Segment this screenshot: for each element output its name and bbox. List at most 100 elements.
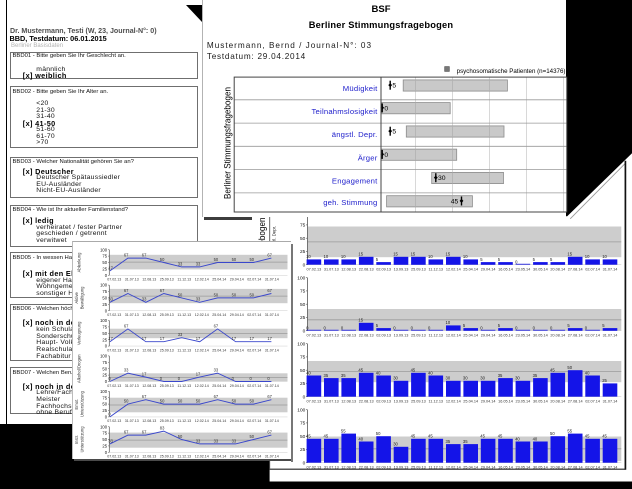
svg-text:30: 30 bbox=[393, 376, 398, 381]
svg-text:100: 100 bbox=[100, 388, 108, 393]
svg-text:50: 50 bbox=[178, 398, 183, 403]
svg-text:50: 50 bbox=[567, 365, 572, 370]
svg-text:30: 30 bbox=[446, 376, 451, 381]
svg-text:13.09.13: 13.09.13 bbox=[394, 399, 409, 403]
svg-text:50: 50 bbox=[250, 398, 255, 403]
svg-text:50: 50 bbox=[300, 236, 306, 242]
svg-text:33: 33 bbox=[108, 296, 113, 301]
svg-text:16.05.14: 16.05.14 bbox=[498, 399, 513, 403]
svg-text:0: 0 bbox=[393, 326, 396, 331]
svg-text:ängstl. Depr.: ängstl. Depr. bbox=[331, 130, 377, 139]
svg-text:25.04.14: 25.04.14 bbox=[212, 419, 226, 423]
svg-text:13.09.13: 13.09.13 bbox=[394, 465, 409, 469]
svg-text:67: 67 bbox=[214, 323, 219, 328]
svg-text:0: 0 bbox=[384, 152, 388, 159]
svg-text:10: 10 bbox=[324, 254, 329, 259]
svg-text:45: 45 bbox=[306, 434, 311, 439]
svg-text:31.07.14: 31.07.14 bbox=[265, 313, 279, 317]
svg-text:33: 33 bbox=[196, 261, 201, 266]
svg-text:31.07.13: 31.07.13 bbox=[125, 383, 139, 387]
svg-text:0: 0 bbox=[267, 375, 270, 380]
svg-text:12.08.13: 12.08.13 bbox=[142, 383, 156, 387]
svg-text:02.09.13: 02.09.13 bbox=[376, 399, 391, 403]
svg-text:0: 0 bbox=[585, 326, 588, 331]
svg-text:02.07.14: 02.07.14 bbox=[247, 383, 261, 387]
svg-text:0: 0 bbox=[303, 460, 306, 466]
svg-text:50: 50 bbox=[124, 398, 129, 403]
svg-text:35: 35 bbox=[324, 373, 329, 378]
svg-text:50: 50 bbox=[300, 302, 306, 308]
svg-text:67: 67 bbox=[124, 323, 129, 328]
svg-text:50: 50 bbox=[102, 401, 107, 406]
svg-text:50: 50 bbox=[102, 437, 107, 442]
svg-text:31.07.14: 31.07.14 bbox=[265, 454, 279, 458]
svg-text:12.02.14: 12.02.14 bbox=[195, 383, 209, 387]
svg-text:31.07.14: 31.07.14 bbox=[603, 465, 618, 469]
svg-text:02.07.14: 02.07.14 bbox=[585, 399, 600, 403]
svg-text:31.07.14: 31.07.14 bbox=[265, 419, 279, 423]
svg-text:0: 0 bbox=[105, 308, 108, 313]
svg-text:25.04.14: 25.04.14 bbox=[212, 454, 226, 458]
svg-text:45: 45 bbox=[358, 368, 363, 373]
svg-text:50: 50 bbox=[160, 398, 165, 403]
svg-text:67: 67 bbox=[124, 252, 129, 257]
svg-text:Unterstützung: Unterstützung bbox=[79, 390, 84, 417]
svg-text:12.02.14: 12.02.14 bbox=[195, 454, 209, 458]
svg-text:100: 100 bbox=[100, 318, 108, 323]
svg-text:33: 33 bbox=[232, 438, 237, 443]
svg-text:75: 75 bbox=[102, 324, 107, 329]
svg-text:07.02.13: 07.02.13 bbox=[307, 399, 322, 403]
svg-text:12.08.13: 12.08.13 bbox=[142, 419, 156, 423]
svg-text:27.08.14: 27.08.14 bbox=[568, 465, 583, 469]
svg-text:31.07.14: 31.07.14 bbox=[603, 267, 618, 271]
svg-text:75: 75 bbox=[102, 289, 107, 294]
svg-text:ängstl. Depr.: ängstl. Depr. bbox=[272, 226, 277, 251]
svg-text:33: 33 bbox=[214, 367, 219, 372]
svg-text:17: 17 bbox=[250, 336, 255, 341]
svg-text:Emot.: Emot. bbox=[74, 398, 79, 409]
svg-text:30.05.14: 30.05.14 bbox=[533, 333, 548, 337]
svg-text:Aktive: Aktive bbox=[74, 291, 79, 303]
svg-text:20.08.14: 20.08.14 bbox=[550, 333, 565, 337]
svg-text:45: 45 bbox=[550, 368, 555, 373]
svg-text:10: 10 bbox=[446, 320, 451, 325]
svg-text:29.04.14: 29.04.14 bbox=[230, 313, 244, 317]
svg-text:30.05.14: 30.05.14 bbox=[533, 465, 548, 469]
svg-text:5: 5 bbox=[602, 323, 605, 328]
svg-text:0: 0 bbox=[160, 375, 163, 380]
svg-text:50: 50 bbox=[160, 256, 165, 261]
svg-text:100: 100 bbox=[100, 353, 108, 358]
svg-text:0: 0 bbox=[341, 326, 344, 331]
svg-text:75: 75 bbox=[300, 355, 306, 361]
svg-text:30.05.14: 30.05.14 bbox=[533, 267, 548, 271]
svg-text:0: 0 bbox=[533, 326, 536, 331]
svg-text:16.05.14: 16.05.14 bbox=[498, 465, 513, 469]
svg-text:31.07.13: 31.07.13 bbox=[125, 348, 139, 352]
svg-text:12.02.14: 12.02.14 bbox=[446, 399, 461, 403]
svg-text:02.07.14: 02.07.14 bbox=[247, 419, 261, 423]
svg-text:25.04.14: 25.04.14 bbox=[212, 383, 226, 387]
svg-text:27.08.14: 27.08.14 bbox=[568, 399, 583, 403]
svg-text:75: 75 bbox=[300, 421, 306, 427]
svg-text:100: 100 bbox=[297, 341, 305, 347]
svg-text:50: 50 bbox=[102, 330, 107, 335]
svg-text:02.07.14: 02.07.14 bbox=[585, 465, 600, 469]
svg-text:67: 67 bbox=[214, 394, 219, 399]
svg-text:Bewältigung: Bewältigung bbox=[79, 285, 84, 308]
svg-text:12.02.14: 12.02.14 bbox=[195, 419, 209, 423]
svg-text:13.09.13: 13.09.13 bbox=[394, 333, 409, 337]
svg-text:31.07.14: 31.07.14 bbox=[603, 333, 618, 337]
svg-text:07.02.13: 07.02.13 bbox=[107, 277, 121, 281]
svg-text:31.07.13: 31.07.13 bbox=[125, 419, 139, 423]
svg-text:29.04.14: 29.04.14 bbox=[481, 267, 496, 271]
svg-text:15: 15 bbox=[358, 318, 363, 323]
svg-text:16.05.14: 16.05.14 bbox=[498, 333, 513, 337]
svg-text:33: 33 bbox=[124, 367, 129, 372]
svg-text:31.07.13: 31.07.13 bbox=[125, 277, 139, 281]
svg-text:50: 50 bbox=[178, 433, 183, 438]
svg-text:50: 50 bbox=[250, 433, 255, 438]
svg-text:10: 10 bbox=[602, 254, 607, 259]
svg-text:25.09.13: 25.09.13 bbox=[160, 419, 174, 423]
svg-text:17: 17 bbox=[196, 371, 201, 376]
svg-text:10: 10 bbox=[306, 254, 311, 259]
